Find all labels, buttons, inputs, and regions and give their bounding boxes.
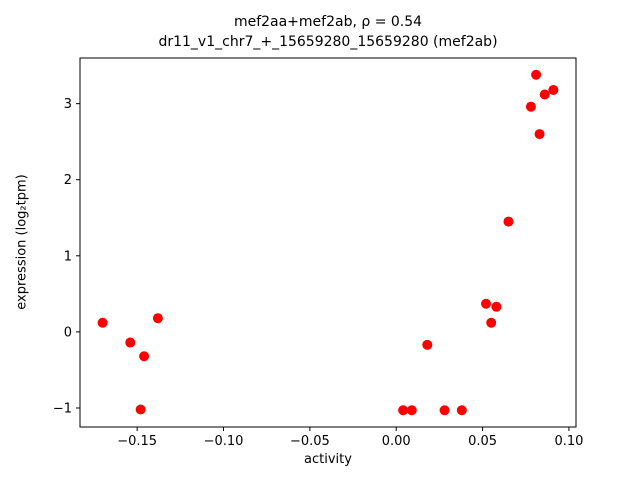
chart-title: mef2aa+mef2ab, ρ = 0.54 bbox=[233, 14, 423, 30]
svg-text:0: 0 bbox=[64, 325, 72, 340]
svg-text:−0.15: −0.15 bbox=[117, 434, 157, 449]
svg-text:−0.05: −0.05 bbox=[290, 434, 330, 449]
x-axis-label: activity bbox=[304, 452, 352, 467]
svg-text:0.00: 0.00 bbox=[382, 434, 411, 449]
svg-text:−1: −1 bbox=[53, 401, 72, 416]
svg-text:2: 2 bbox=[64, 173, 72, 188]
svg-text:−0.10: −0.10 bbox=[204, 434, 244, 449]
svg-text:0.10: 0.10 bbox=[554, 434, 583, 449]
svg-text:3: 3 bbox=[64, 97, 72, 112]
chart-title-block: mef2aa+mef2ab, ρ = 0.54 dr11_v1_chr7_+_1… bbox=[80, 12, 576, 52]
svg-text:0.05: 0.05 bbox=[468, 434, 497, 449]
svg-text:1: 1 bbox=[64, 249, 72, 264]
chart-subtitle: dr11_v1_chr7_+_15659280_15659280 (mef2ab… bbox=[158, 34, 498, 50]
